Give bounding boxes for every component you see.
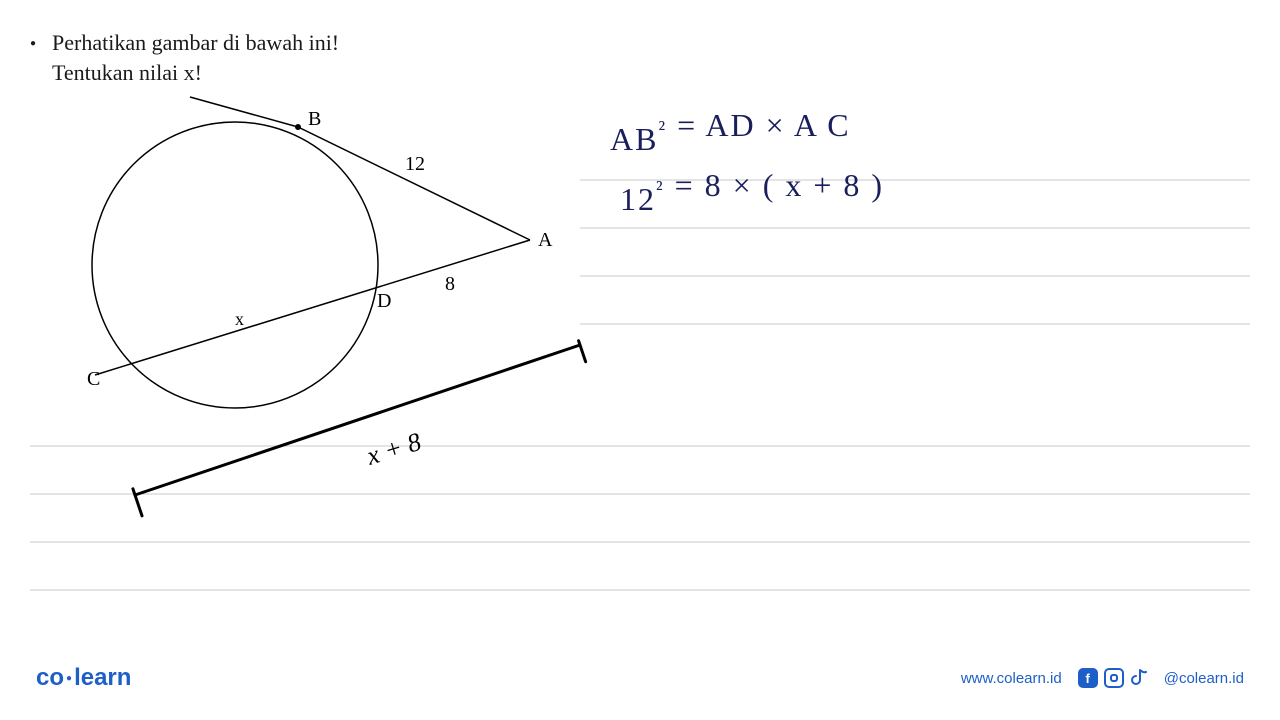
- brand-logo: co●learn: [36, 664, 131, 692]
- svg-text:C: C: [87, 368, 100, 390]
- geometry-diagram: A B C D 12 8 x x + 8: [40, 90, 600, 530]
- svg-text:x + 8: x + 8: [362, 427, 424, 471]
- svg-text:x: x: [235, 309, 244, 329]
- question-line-1: Perhatikan gambar di bawah ini!: [52, 28, 339, 58]
- facebook-icon: f: [1078, 668, 1098, 688]
- footer-right: www.colearn.id f @colearn.id: [961, 668, 1244, 688]
- footer-bar: co●learn www.colearn.id f @colearn.id: [0, 658, 1280, 698]
- question-line-2: Tentukan nilai x!: [52, 58, 339, 88]
- handwriting-solution: AB² = AD × A C 12² = 8 × ( x + 8 ): [600, 110, 1250, 290]
- question-bullet: ●: [30, 38, 36, 49]
- question-text: Perhatikan gambar di bawah ini! Tentukan…: [52, 28, 339, 87]
- logo-learn: learn: [74, 664, 131, 691]
- footer-url: www.colearn.id: [961, 670, 1062, 687]
- logo-co: co: [36, 664, 64, 691]
- instagram-icon: [1104, 668, 1124, 688]
- svg-text:12: 12: [405, 153, 425, 175]
- svg-text:AB² = AD × A C: AB² = AD × A C: [610, 110, 851, 157]
- svg-text:B: B: [308, 108, 321, 130]
- svg-text:A: A: [538, 229, 553, 251]
- svg-text:12² = 8 × ( x + 8 ): 12² = 8 × ( x + 8 ): [620, 167, 884, 217]
- footer-handle: @colearn.id: [1164, 670, 1244, 687]
- svg-text:8: 8: [445, 273, 455, 295]
- svg-text:D: D: [377, 290, 391, 312]
- social-icons: f: [1078, 668, 1148, 688]
- logo-dot-icon: ●: [64, 673, 74, 684]
- tiktok-icon: [1130, 668, 1148, 688]
